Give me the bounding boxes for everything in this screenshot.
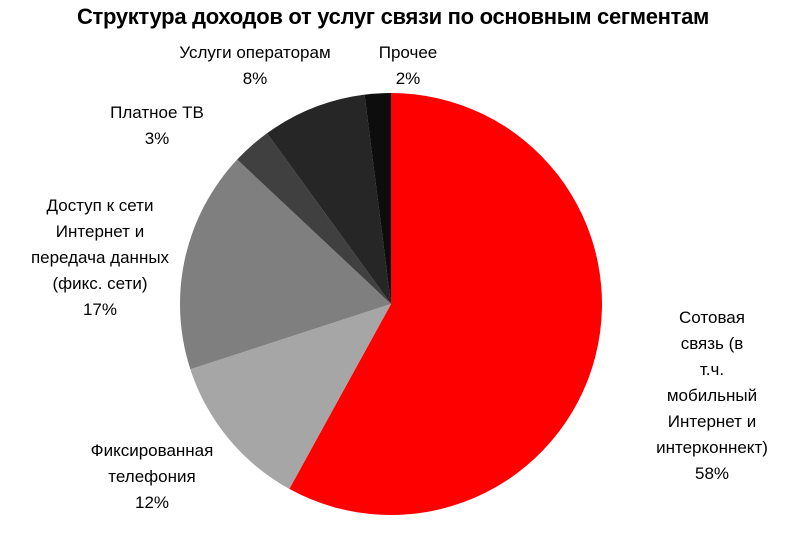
slice-label: Прочее 2% [379,40,438,92]
slice-name: Прочее [378,43,438,62]
slice-label: Доступ к сети Интернет и передача данных… [31,193,169,323]
pie-slice [289,93,603,515]
slice-value: 8% [242,69,268,88]
slice-name: Платное ТВ [110,103,204,122]
slice-name: Доступ к сети Интернет и передача данных… [30,196,170,293]
slice-label: Услуги операторам 8% [179,40,330,92]
slice-name: Фиксированная телефония [90,441,214,486]
slice-name: Услуги операторам [179,43,331,62]
slice-value: 2% [395,69,421,88]
pie-slice [237,133,391,304]
slice-value: 17% [82,300,118,319]
slice-label: Сотовая связь (в т.ч. мобильный Интернет… [656,305,768,487]
slice-label: Платное ТВ 3% [110,100,204,152]
pie-slice [364,93,391,304]
slice-value: 3% [144,129,170,148]
pie-slice [180,159,391,370]
chart-title: Структура доходов от услуг связи по осно… [76,4,710,29]
pie-slice [190,304,391,489]
slice-label: Фиксированная телефония 12% [91,438,214,516]
slice-value: 12% [134,493,170,512]
slice-name: Сотовая связь (в т.ч. мобильный Интернет… [656,308,768,457]
slice-value: 58% [694,464,730,483]
pie-slice [266,94,391,305]
